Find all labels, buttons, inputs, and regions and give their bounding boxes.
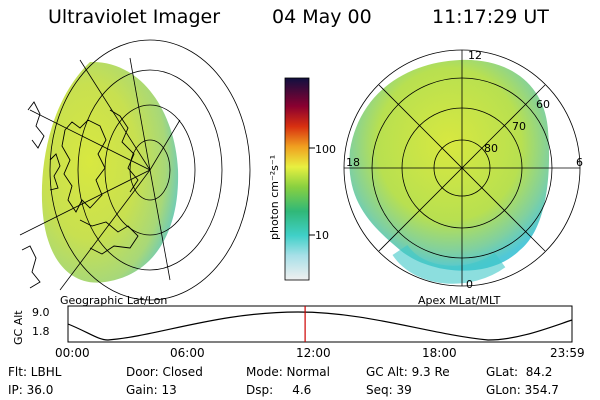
header-time: 11:17:29 UT (432, 6, 549, 28)
altitude-xtick-0000: 00:00 (55, 346, 90, 360)
colorbar-tick-100: 100 (315, 143, 336, 156)
altitude-ytick-high: 9.0 (32, 306, 50, 319)
info-gc-alt: GC Alt: 9.3 Re (366, 365, 450, 379)
info-glat: GLat: 84.2 (486, 365, 553, 379)
mlat-label-80: 80 (484, 142, 498, 155)
info-seq: Seq: 39 (366, 383, 412, 397)
colorbar-unit-label: photon cm⁻²s⁻¹ (268, 154, 281, 240)
altitude-plot (67, 305, 573, 343)
info-dsp: Dsp: 4.6 (246, 383, 312, 397)
mlt-label-18: 18 (346, 156, 360, 169)
apex-polar-map (343, 49, 581, 287)
altitude-xtick-1200: 12:00 (296, 346, 331, 360)
mlt-label-12: 12 (468, 49, 482, 62)
info-ip: IP: 36.0 (8, 383, 54, 397)
apex-map-caption: Apex MLat/MLT (418, 294, 501, 307)
instrument-title: Ultraviolet Imager (48, 6, 221, 28)
altitude-xtick-0600: 06:00 (170, 346, 205, 360)
mlt-label-0: 0 (466, 278, 473, 291)
altitude-xtick-2359: 23:59 (550, 346, 585, 360)
header-date: 04 May 00 (272, 6, 372, 28)
altitude-ytick-low: 1.8 (32, 325, 50, 338)
info-filter: Flt: LBHL (8, 365, 62, 379)
info-glon: GLon: 354.7 (486, 383, 559, 397)
altitude-ylabel: GC Alt (12, 310, 25, 345)
altitude-xtick-1800: 18:00 (422, 346, 457, 360)
info-gain: Gain: 13 (126, 383, 177, 397)
info-door: Door: Closed (126, 365, 203, 379)
mlat-label-70: 70 (512, 120, 526, 133)
info-mode: Mode: Normal (246, 365, 330, 379)
geographic-map (19, 39, 251, 301)
intensity-colorbar (284, 77, 315, 281)
colorbar-tick-10: 10 (315, 229, 329, 242)
geographic-map-caption: Geographic Lat/Lon (60, 294, 168, 307)
mlt-label-6: 6 (576, 156, 583, 169)
mlat-label-60: 60 (536, 98, 550, 111)
